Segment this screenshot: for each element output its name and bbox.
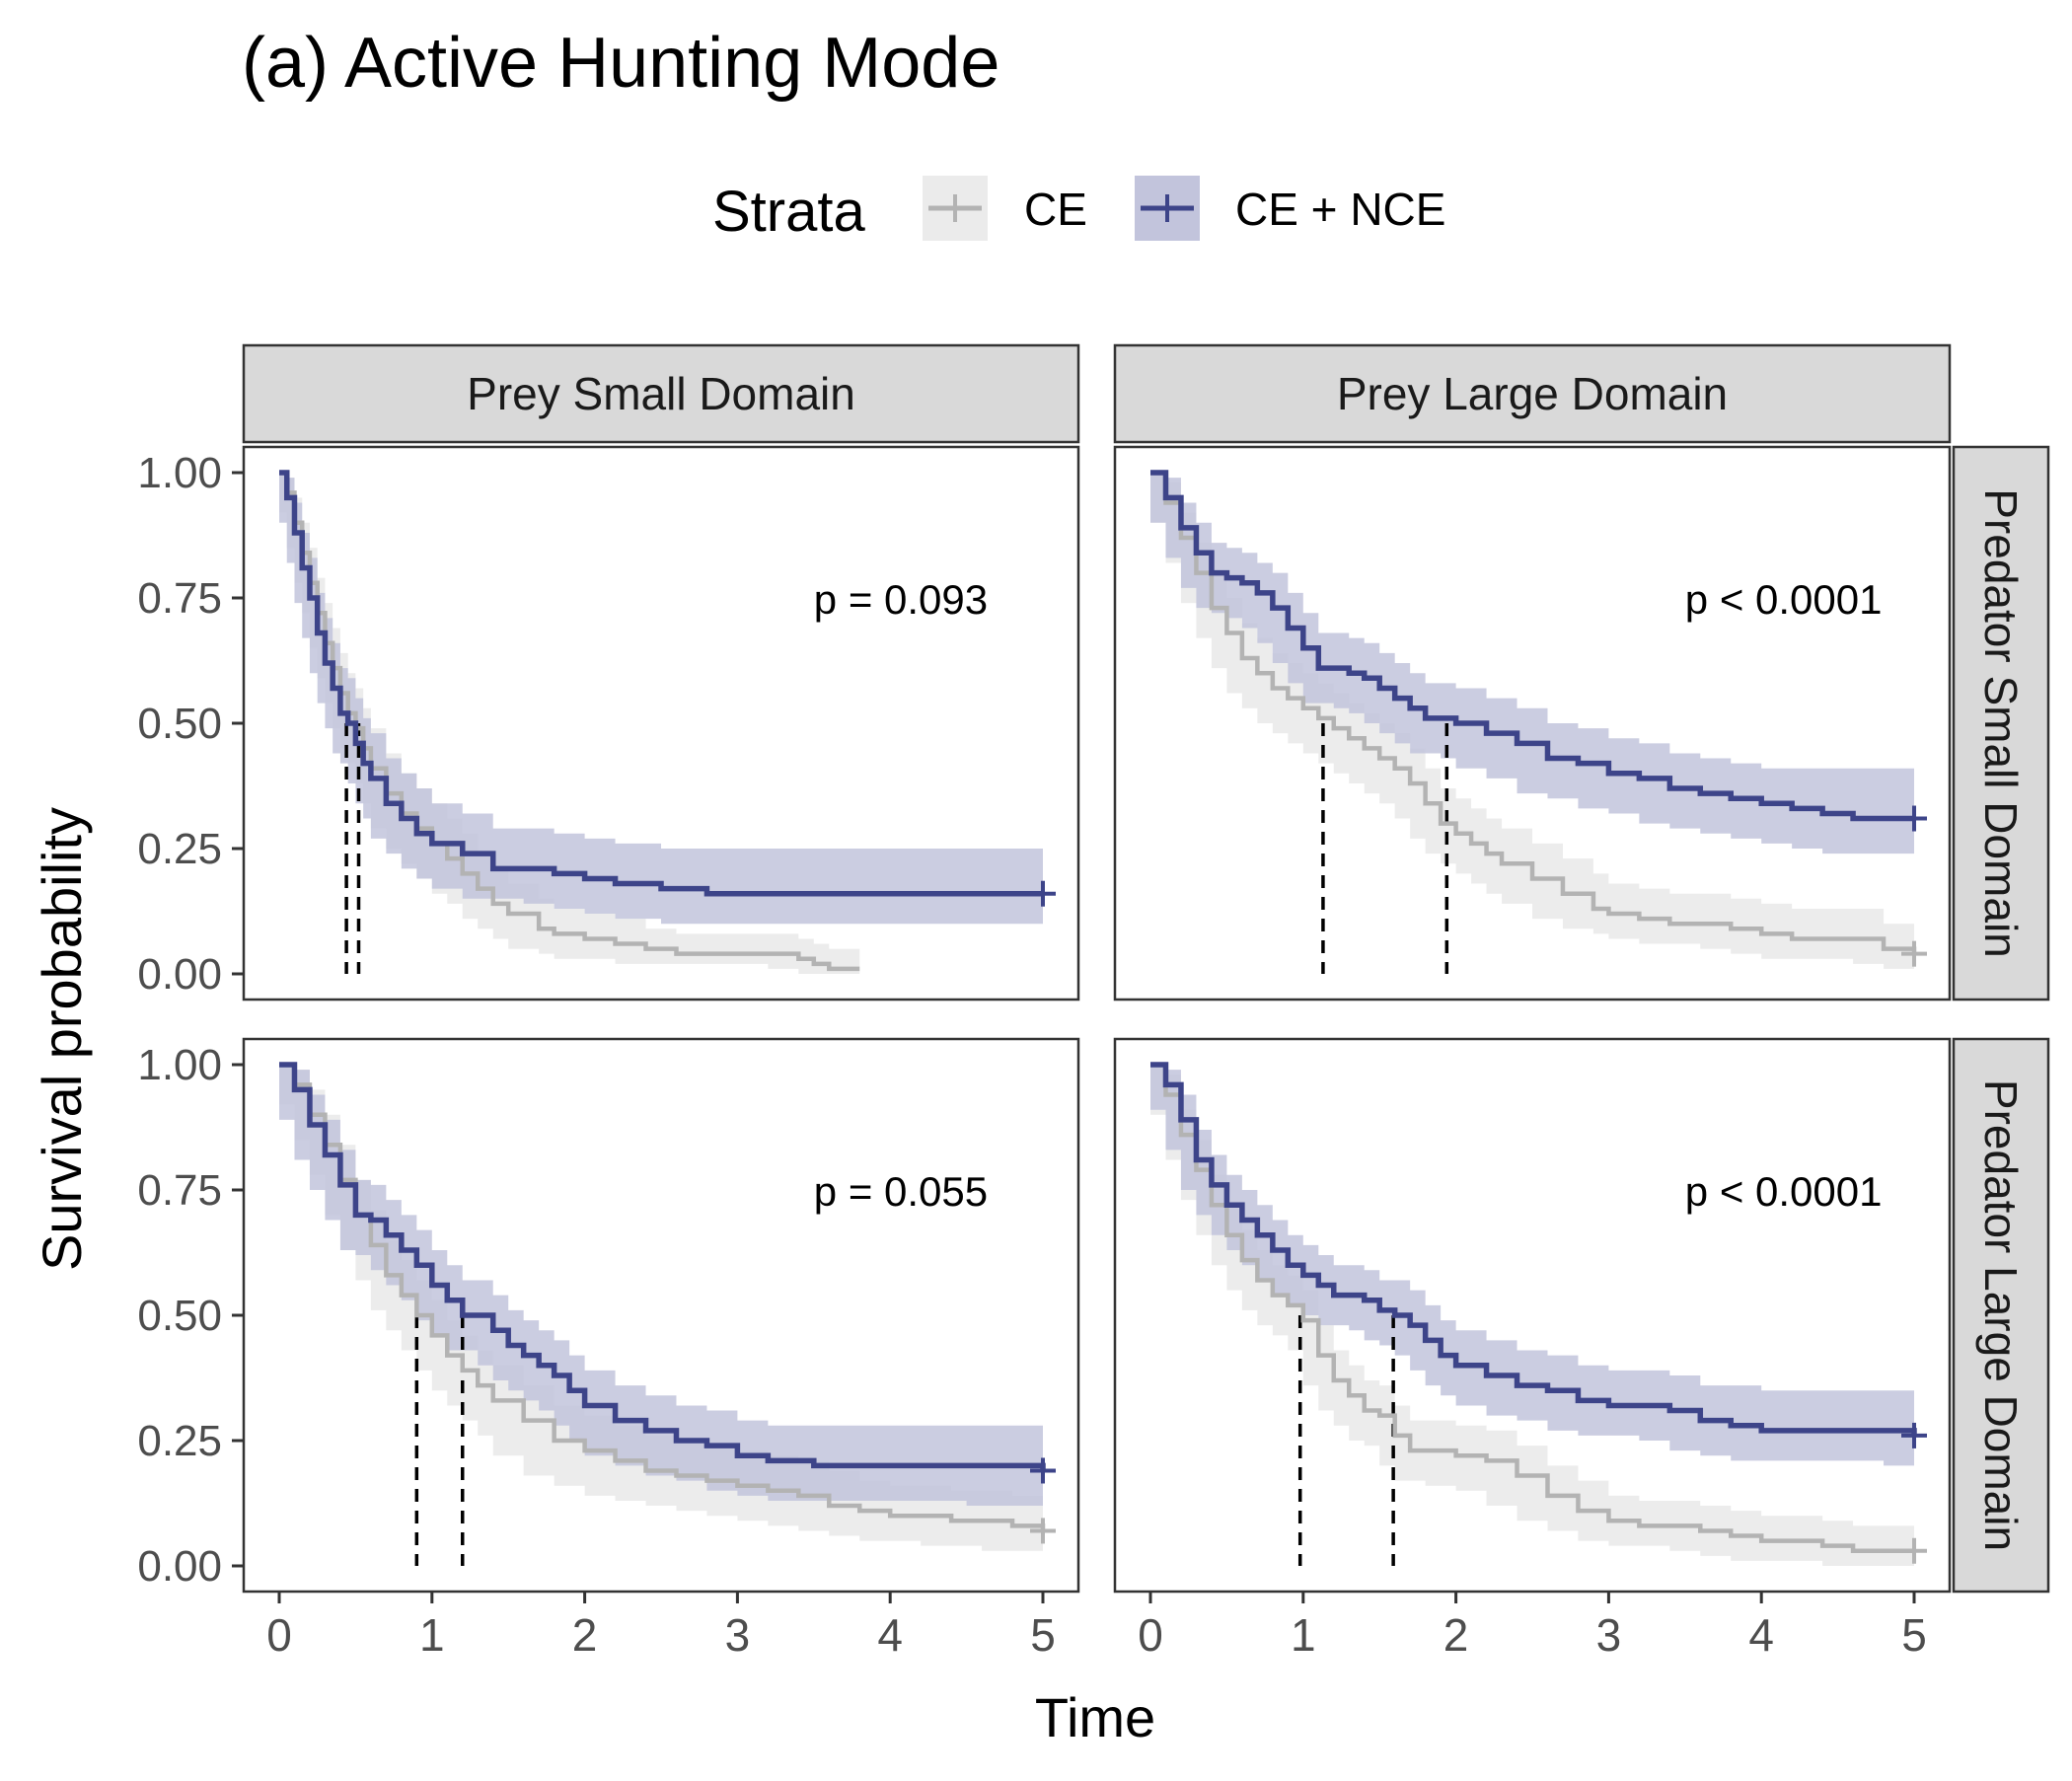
confidence-band-ce-nce	[279, 473, 1043, 925]
p-value-label: p = 0.093	[814, 576, 988, 623]
column-strip-prey-large-domain	[1113, 343, 1952, 444]
p-value-label: p < 0.0001	[1685, 576, 1883, 623]
row-strip-predator-large-domain	[1952, 1037, 2050, 1594]
p-value-label: p = 0.055	[814, 1168, 988, 1215]
x-tick-label: 0	[1138, 1609, 1163, 1661]
column-strip-label: Prey Small Domain	[467, 368, 855, 419]
x-tick-label: 4	[1748, 1609, 1774, 1661]
panel-border	[1113, 445, 1952, 1002]
chart-title: (a) Active Hunting Mode	[242, 24, 999, 103]
row-strip-label: Predator Large Domain	[1975, 1079, 2027, 1551]
legend-label-ce-nce: CE + NCE	[1235, 184, 1445, 235]
y-tick-label: 0.25	[137, 1417, 222, 1465]
y-tick-label: 0.00	[137, 1542, 222, 1591]
legend-label-ce: CE	[1024, 184, 1087, 235]
row-strip-predator-small-domain	[1952, 445, 2050, 1002]
panel-predator-small-domain-prey-large-domain: p < 0.0001	[1113, 445, 1952, 1002]
panel-predator-small-domain-prey-small-domain: p = 0.093	[242, 445, 1080, 1002]
x-tick-label: 2	[1443, 1609, 1469, 1661]
survival-curve-ce-nce	[279, 470, 1043, 897]
row-strip-label: Predator Small Domain	[1975, 488, 2027, 958]
y-tick-label: 1.00	[137, 449, 222, 497]
legend-title: Strata	[712, 180, 865, 244]
x-tick-label: 3	[1596, 1609, 1622, 1661]
y-tick-label: 0.50	[137, 700, 222, 748]
x-axis-title: Time	[1035, 1686, 1155, 1748]
survival-curve-ce-nce	[279, 1062, 1046, 1471]
axes: 0.00 0.25 0.50 0.75 1.00 0.00 0.25 0.50 0.75 1.00…	[137, 449, 1926, 1661]
legend: Strata CE CE + NCE	[712, 176, 1445, 244]
y-axis-title: Survival probability	[31, 807, 93, 1271]
x-tick-label: 3	[725, 1609, 751, 1661]
panel-predator-large-domain-prey-large-domain: p < 0.0001	[1113, 1037, 1952, 1594]
column-strip-prey-small-domain	[242, 343, 1080, 444]
x-tick-label: 1	[419, 1609, 445, 1661]
x-tick-label: 5	[1901, 1609, 1927, 1661]
panel-grid: Prey Small Domain Prey Large Domain Predat…	[242, 343, 2050, 1594]
y-tick-label: 0.75	[137, 1166, 222, 1215]
x-tick-label: 4	[877, 1609, 903, 1661]
x-tick-label: 5	[1030, 1609, 1056, 1661]
survival-curve-ce	[1150, 470, 1917, 954]
x-tick-label: 2	[572, 1609, 598, 1661]
survival-curve-ce-nce	[1150, 1062, 1917, 1436]
y-tick-label: 0.50	[137, 1292, 222, 1340]
y-tick-label: 0.00	[137, 950, 222, 999]
survival-curve-ce-nce	[1150, 470, 1914, 822]
panel-border	[1113, 1037, 1952, 1594]
x-tick-label: 1	[1291, 1609, 1316, 1661]
x-tick-label: 0	[266, 1609, 292, 1661]
y-tick-label: 0.25	[137, 825, 222, 873]
panel-predator-large-domain-prey-small-domain: p = 0.055	[242, 1037, 1080, 1594]
survival-curve-ce	[1150, 1062, 1914, 1554]
y-tick-label: 0.75	[137, 574, 222, 623]
p-value-label: p < 0.0001	[1685, 1168, 1883, 1215]
column-strip-label: Prey Large Domain	[1337, 368, 1728, 419]
y-tick-label: 1.00	[137, 1041, 222, 1089]
confidence-band-ce-nce	[1150, 473, 1914, 854]
